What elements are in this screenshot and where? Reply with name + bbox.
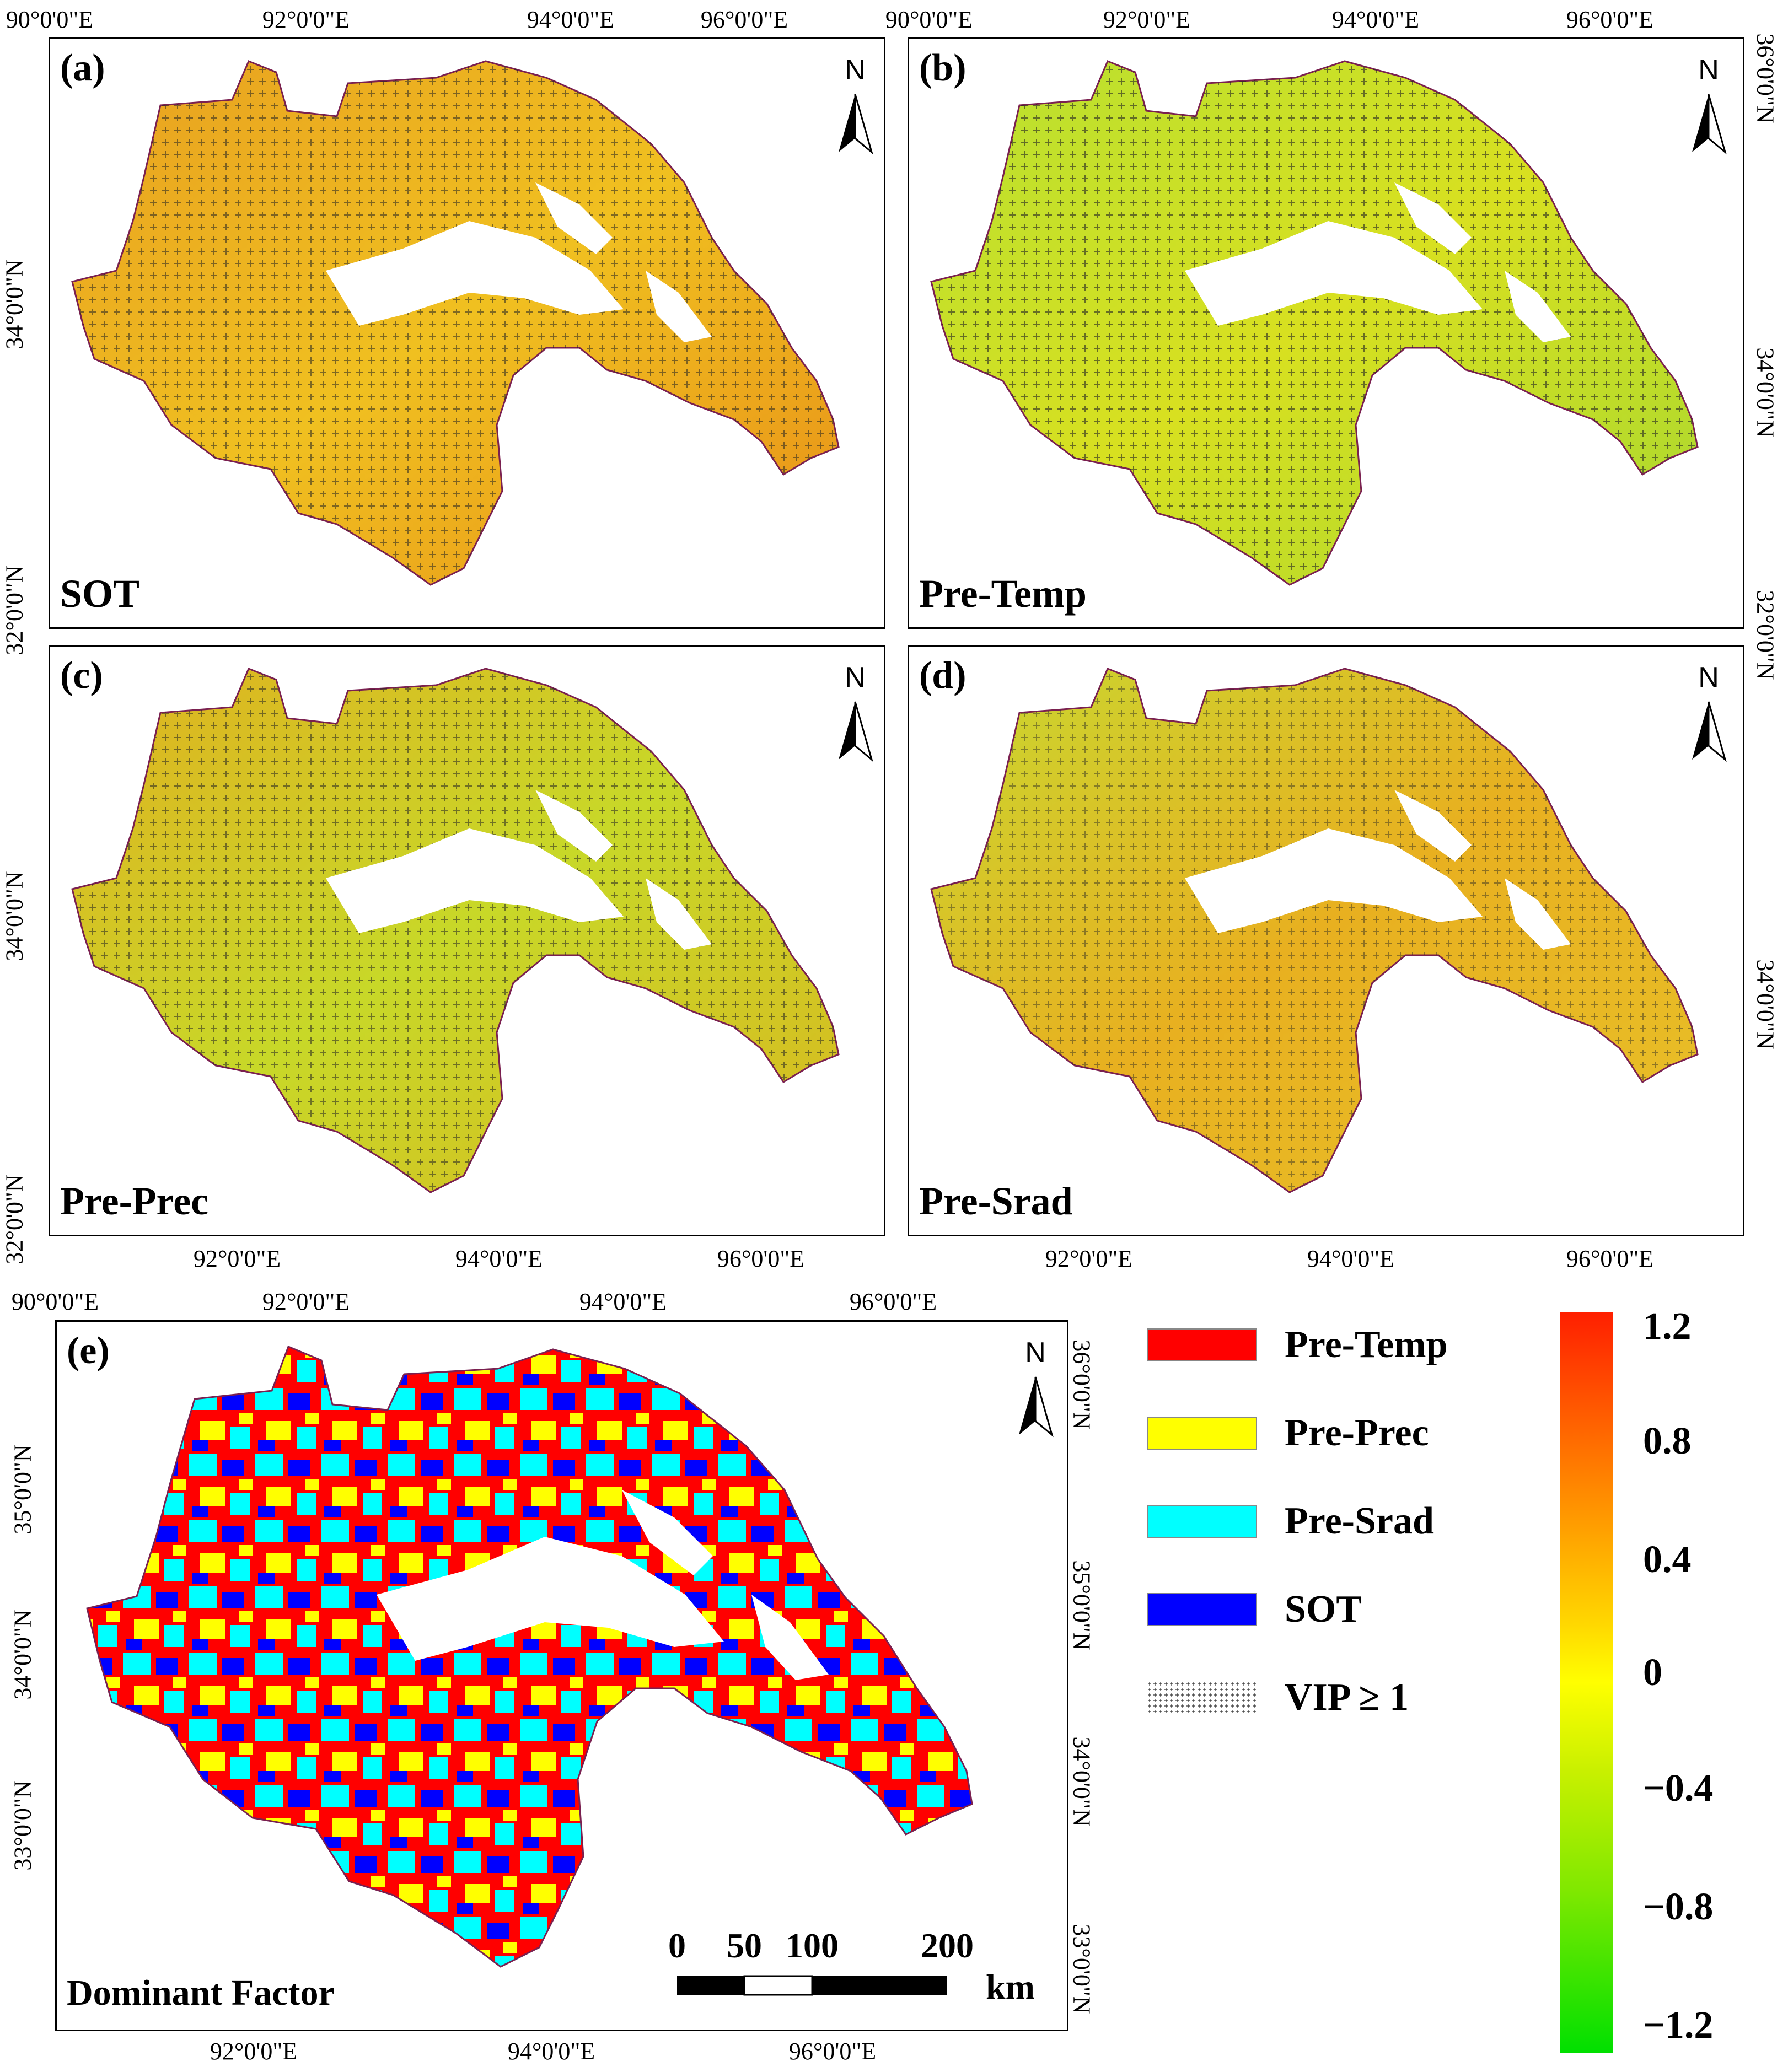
tick-lon-92-e-bottom: 92°0'0"E <box>210 2038 298 2065</box>
legend-swatch-hatch <box>1147 1681 1257 1714</box>
map-panel-d: (d) Pre-Srad N <box>908 645 1744 1236</box>
tick-lon-96-d: 96°0'0"E <box>1566 1245 1654 1272</box>
north-arrow-e: N <box>1013 1338 1057 1449</box>
tick-lat-35-e: 35°0'0"N <box>9 1444 36 1535</box>
north-arrow-b: N <box>1687 56 1731 166</box>
tick-lon-96-e: 96°0'0"E <box>849 1288 937 1315</box>
panel-label-a: (a) <box>60 47 105 89</box>
tick-lon-92-c: 92°0'0"E <box>193 1245 281 1272</box>
map-panel-e: (e) Dominant Factor N 0 50 100 200 km <box>55 1320 1068 2031</box>
tick-lon-94-c: 94°0'0"E <box>455 1245 543 1272</box>
panel-name-b: Pre-Temp <box>919 572 1087 616</box>
north-arrow-a: N <box>833 56 877 166</box>
legend-swatch-yellow <box>1147 1417 1257 1450</box>
panel-label-e: (e) <box>67 1330 110 1372</box>
tick-lat-33-e: 33°0'0"N <box>9 1780 36 1871</box>
panel-name-a: SOT <box>60 572 140 616</box>
tick-lon-94-a: 94°0'0"E <box>527 6 615 33</box>
north-arrow-icon <box>1019 1376 1054 1438</box>
legend-label: VIP ≥ 1 <box>1285 1676 1409 1719</box>
north-arrow-c: N <box>833 663 877 773</box>
tick-lat-34-a: 34°0'0"N <box>1 259 28 349</box>
colorbar-tick-neg-0.4: −0.4 <box>1643 1767 1714 1810</box>
scale-bar-graphic <box>677 1975 947 1996</box>
legend-swatch-red <box>1147 1328 1257 1361</box>
scale-label-0: 0 <box>668 1926 686 1965</box>
tick-lat-36-e-right: 36°0'0"N <box>1068 1339 1096 1430</box>
tick-lat-34-d: 34°0'0"N <box>1752 959 1779 1050</box>
panel-label-c: (c) <box>60 654 103 697</box>
tick-lat-33-e-right: 33°0'0"N <box>1068 1924 1096 2014</box>
tick-lat-34-c: 34°0'0"N <box>1 871 28 961</box>
tick-lon-90-b: 90°0'0"E <box>885 6 973 33</box>
legend-label: Pre-Temp <box>1285 1323 1448 1366</box>
tick-lon-92-b: 92°0'0"E <box>1103 6 1191 33</box>
tick-lon-96-e-bottom: 96°0'0"E <box>788 2038 877 2065</box>
legend-swatch-blue <box>1147 1593 1257 1626</box>
tick-lat-32-c: 32°0'0"N <box>1 1174 28 1264</box>
colorbar <box>1560 1312 1613 2053</box>
legend: Pre-Temp Pre-Prec Pre-Srad SOT VIP ≥ 1 <box>1147 1323 1533 1720</box>
tick-lon-94-d: 94°0'0"E <box>1307 1245 1395 1272</box>
tick-lon-92-e: 92°0'0"E <box>262 1288 350 1315</box>
map-panel-c: (c) Pre-Prec N <box>49 645 885 1236</box>
tick-lat-34-b: 34°0'0"N <box>1752 347 1779 438</box>
legend-label: Pre-Srad <box>1285 1500 1434 1542</box>
tick-lon-90-e: 90°0'0"E <box>11 1288 99 1315</box>
colorbar-tick-0.4: 0.4 <box>1643 1538 1692 1581</box>
legend-label: Pre-Prec <box>1285 1412 1429 1454</box>
panel-name-e: Dominant Factor <box>67 1973 335 2013</box>
scale-label-200: 200 <box>921 1926 974 1965</box>
colorbar-tick-0.8: 0.8 <box>1643 1420 1692 1462</box>
north-arrow-d: N <box>1687 663 1731 773</box>
tick-lat-34-e: 34°0'0"N <box>9 1610 36 1700</box>
tick-lon-92-d: 92°0'0"E <box>1045 1245 1133 1272</box>
tick-lat-35-e-right: 35°0'0"N <box>1068 1560 1096 1650</box>
scale-bar: 0 50 100 200 km <box>668 1926 1063 2016</box>
panel-label-b: (b) <box>919 47 967 89</box>
scale-unit: km <box>986 1967 1035 2006</box>
panel-label-d: (d) <box>919 654 967 697</box>
tick-lon-94-b: 94°0'0"E <box>1331 6 1420 33</box>
north-arrow-icon <box>1692 94 1727 155</box>
map-region-d <box>930 668 1699 1193</box>
map-region-a <box>71 60 840 586</box>
north-arrow-icon <box>839 94 873 155</box>
map-region-e <box>86 1346 973 1968</box>
colorbar-tick-1.2: 1.2 <box>1643 1305 1692 1348</box>
tick-lon-94-e-bottom: 94°0'0"E <box>507 2038 595 2065</box>
tick-lat-32-b: 32°0'0"N <box>1752 590 1779 680</box>
legend-label: SOT <box>1285 1588 1362 1630</box>
scale-label-100: 100 <box>786 1926 839 1965</box>
tick-lon-96-b: 96°0'0"E <box>1566 6 1654 33</box>
tick-lon-96-a: 96°0'0"E <box>700 6 788 33</box>
map-panel-a: (a) SOT N <box>49 37 885 629</box>
panel-name-c: Pre-Prec <box>60 1179 209 1223</box>
map-region-b <box>930 60 1699 586</box>
colorbar-tick-0: 0 <box>1643 1651 1662 1694</box>
panel-name-d: Pre-Srad <box>919 1179 1073 1223</box>
scale-label-50: 50 <box>727 1926 762 1965</box>
legend-swatch-cyan <box>1147 1505 1257 1538</box>
north-arrow-icon <box>839 701 873 762</box>
tick-lon-94-e: 94°0'0"E <box>579 1288 667 1315</box>
tick-lon-92-a: 92°0'0"E <box>262 6 350 33</box>
map-region-c <box>71 668 840 1193</box>
tick-lat-36-b: 36°0'0"N <box>1752 33 1779 123</box>
tick-lat-34-e-right: 34°0'0"N <box>1068 1736 1096 1827</box>
north-arrow-icon <box>1692 701 1727 762</box>
map-panel-b: (b) Pre-Temp N <box>908 37 1744 629</box>
colorbar-tick-neg-1.2: −1.2 <box>1643 2004 1714 2047</box>
tick-lat-32-a: 32°0'0"N <box>1 565 28 655</box>
tick-lon-90-a: 90°0'0"E <box>6 6 94 33</box>
tick-lon-96-c: 96°0'0"E <box>717 1245 805 1272</box>
colorbar-tick-neg-0.8: −0.8 <box>1643 1886 1714 1928</box>
